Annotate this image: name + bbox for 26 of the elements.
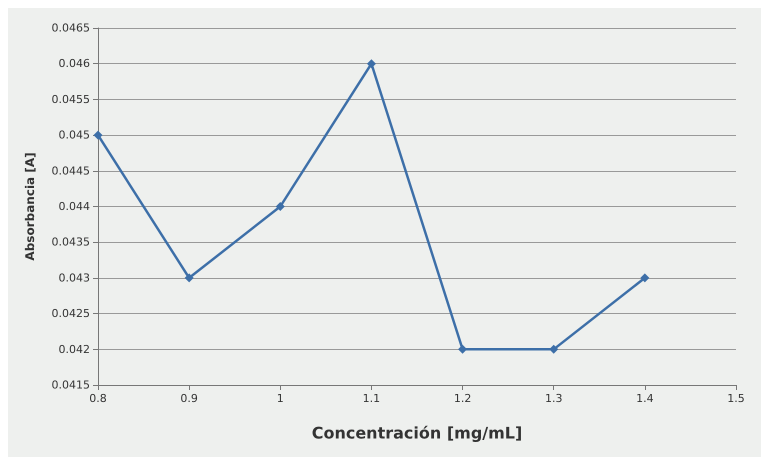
y-tick-label: 0.044 <box>58 200 90 213</box>
point <box>184 273 194 282</box>
y-tick-label: 0.042 <box>58 342 90 356</box>
point <box>640 273 650 282</box>
x-tick-label: 1.5 <box>727 392 745 405</box>
x-tick-label: 0.9 <box>180 392 198 405</box>
x-tick-label: 1 <box>276 392 284 405</box>
x-tick-label: 0.8 <box>89 392 107 405</box>
point <box>94 130 102 140</box>
x-tick-label: 1.2 <box>454 392 472 405</box>
x-tick-label: 1.3 <box>544 392 562 405</box>
y-tick-label: 0.0435 <box>52 236 90 249</box>
x-tick-label: 1.1 <box>362 392 380 405</box>
point <box>366 59 376 68</box>
y-tick-label: 0.0425 <box>52 307 90 320</box>
y-tick-label: 0.046 <box>58 57 90 70</box>
y-tick-label: 0.043 <box>58 271 90 284</box>
y-axis-title: Absorbancia [A] <box>23 152 37 261</box>
point <box>276 202 285 211</box>
x-axis-title: Concentración [mg/mL] <box>312 424 522 442</box>
y-tick-label: 0.0455 <box>52 92 90 106</box>
x-tick-label: 1.4 <box>636 392 654 405</box>
y-tick-label: 0.0445 <box>52 164 90 178</box>
y-tick-label: 0.045 <box>58 128 90 142</box>
y-tick-label: 0.0465 <box>52 22 90 34</box>
y-tick-label: 0.0415 <box>52 378 90 392</box>
